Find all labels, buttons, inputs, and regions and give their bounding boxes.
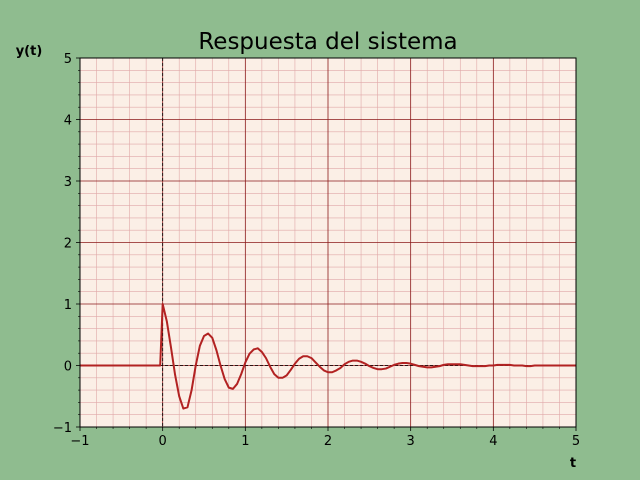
y-tick-label: 5 — [64, 52, 72, 67]
x-axis-label: t — [570, 456, 576, 471]
x-tick-label: −1 — [70, 434, 89, 449]
y-tick-label: 2 — [64, 237, 72, 252]
series-line — [80, 303, 576, 410]
y-tick-label: 4 — [64, 114, 72, 129]
y-tick-label: 0 — [64, 360, 72, 375]
chart-title: Respuesta del sistema — [198, 29, 457, 55]
x-tick-label: 3 — [407, 434, 415, 449]
y-tick-label: 1 — [64, 298, 72, 313]
x-tick-label: 2 — [324, 434, 332, 449]
x-tick-label: 5 — [572, 434, 580, 449]
x-tick-label: 0 — [159, 434, 167, 449]
y-tick-label: −1 — [53, 421, 72, 436]
y-axis-label: y(t) — [16, 44, 43, 59]
y-tick-label: 3 — [64, 175, 72, 190]
plot-frame — [79, 57, 577, 428]
x-tick-label: 4 — [489, 434, 497, 449]
x-tick-label: 1 — [241, 434, 249, 449]
